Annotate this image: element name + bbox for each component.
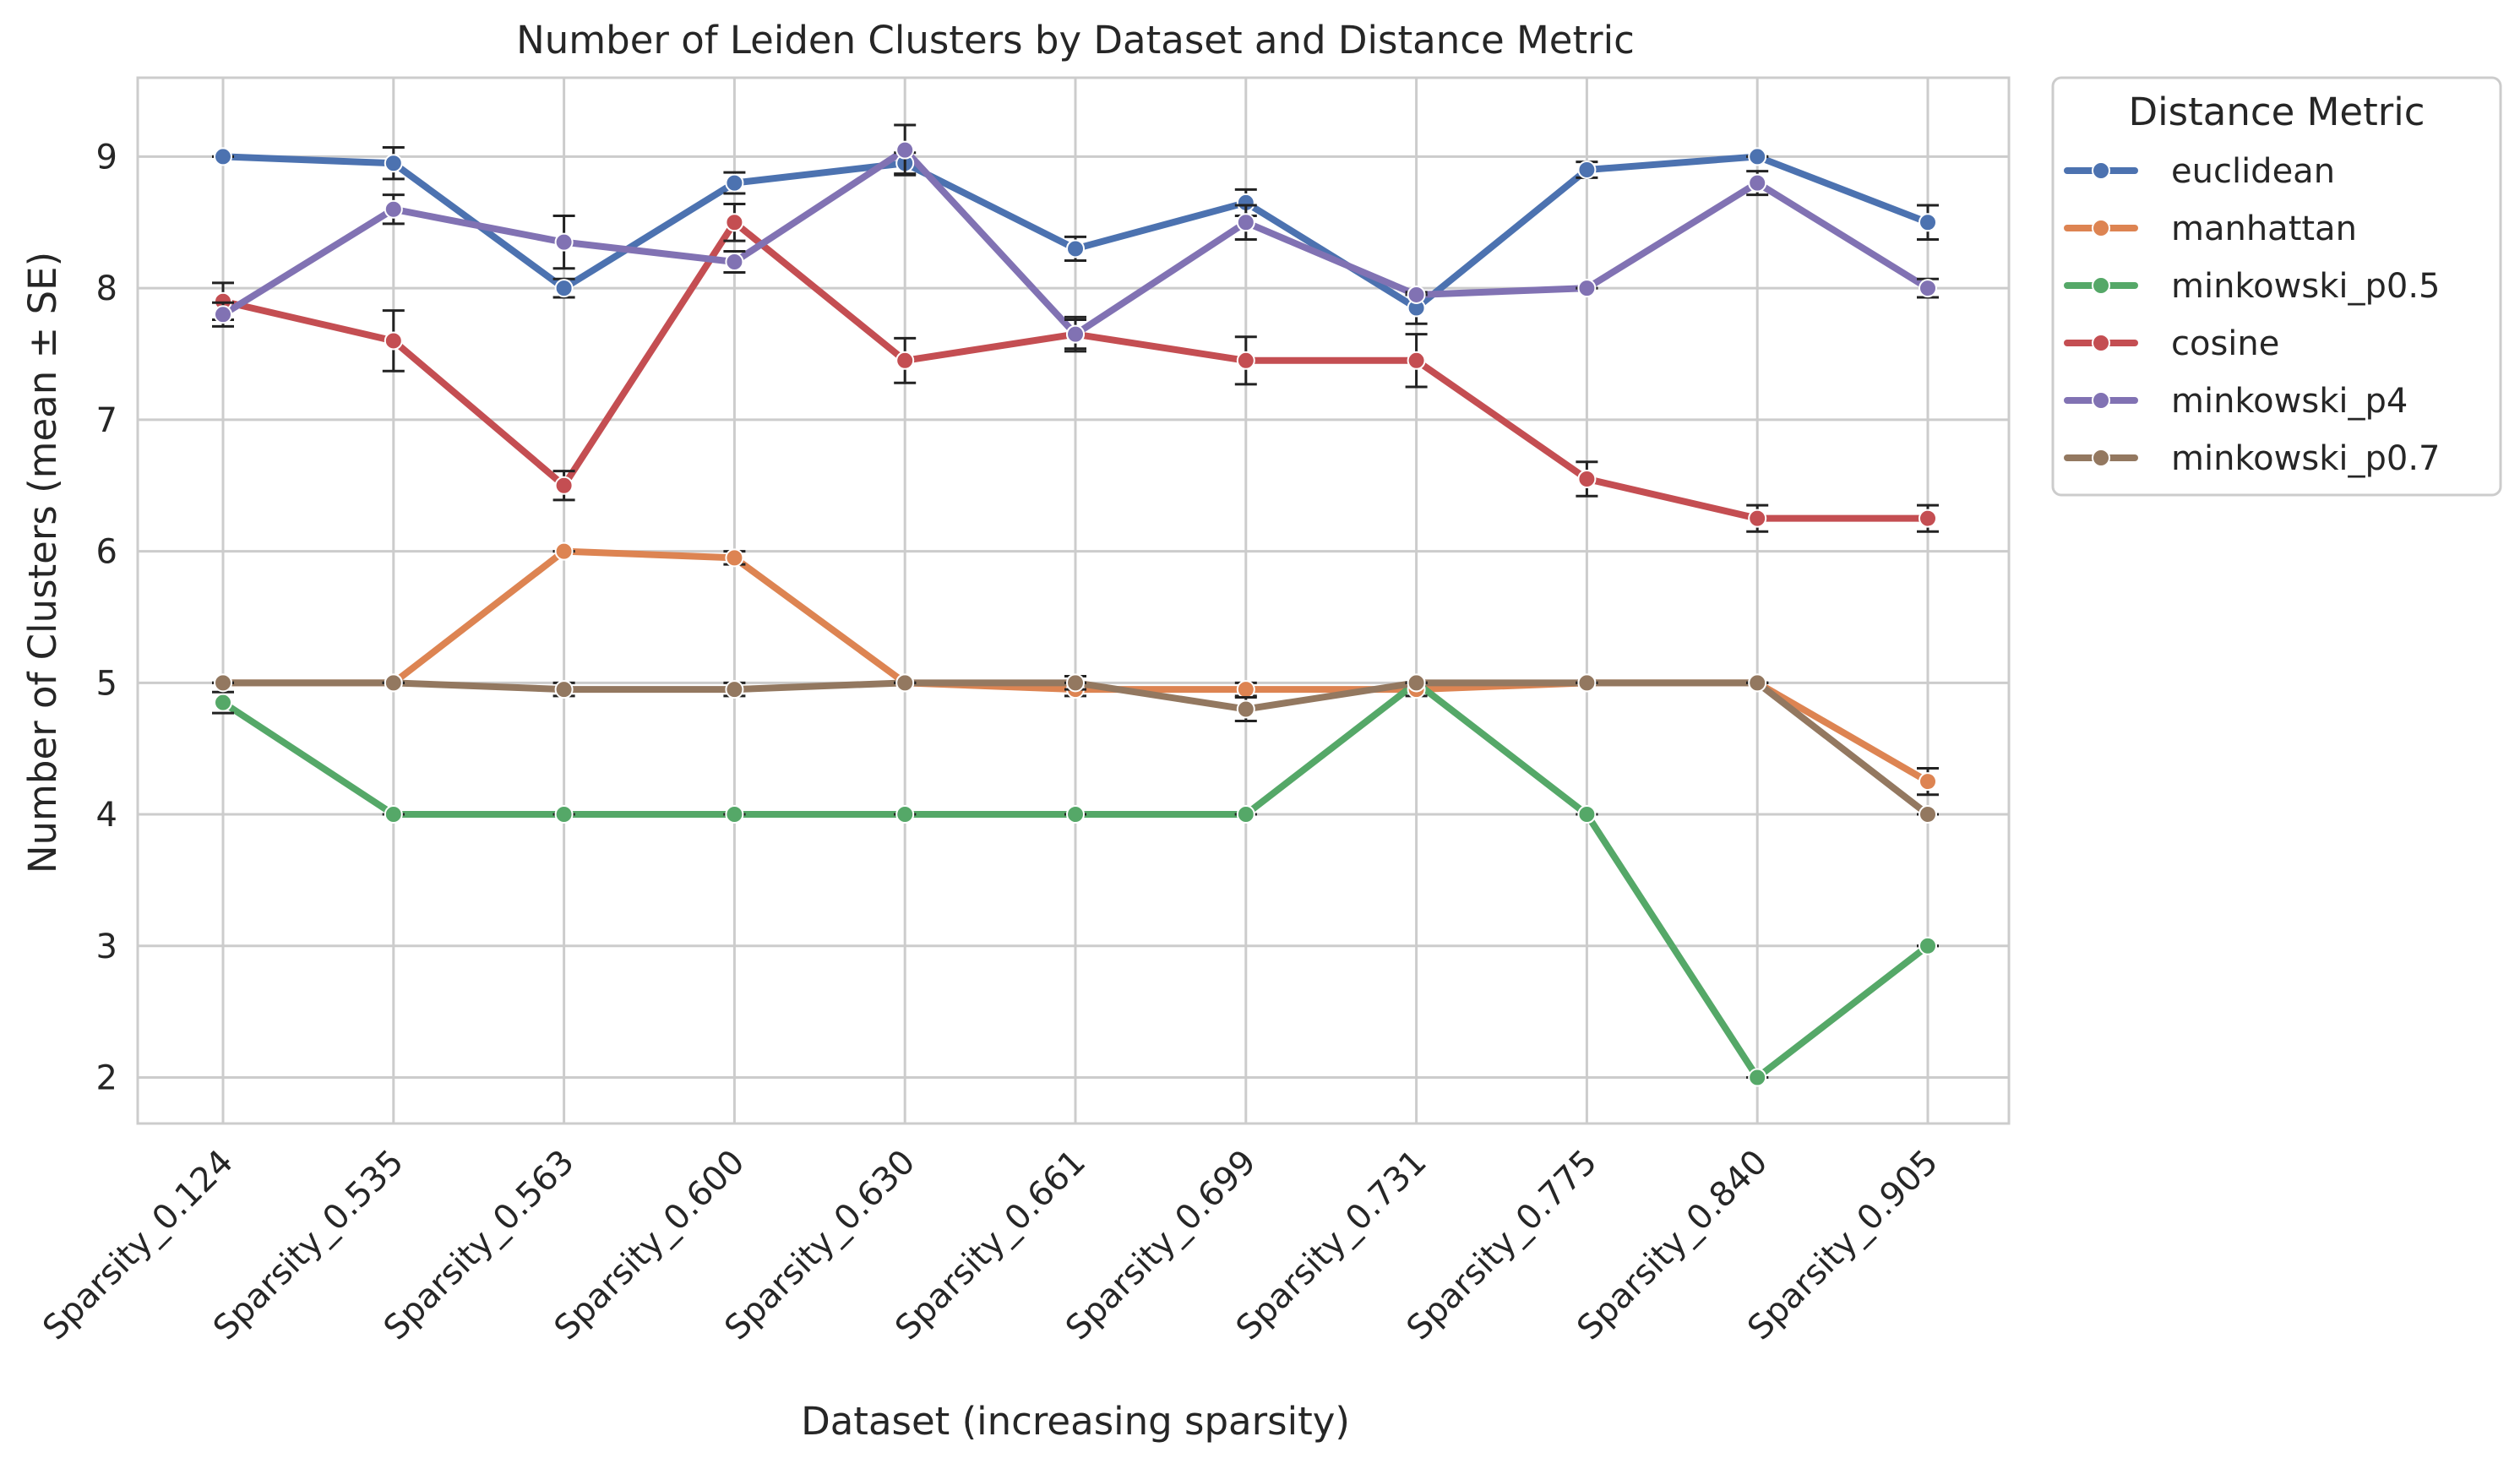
data-point [1066, 239, 1085, 258]
data-point [1066, 805, 1085, 824]
legend-title: Distance Metric [2129, 90, 2425, 134]
data-point [725, 680, 744, 699]
legend-label: minkowski_p0.5 [2171, 267, 2440, 306]
legend-item-manhattan: manhattan [2064, 209, 2357, 248]
data-point [384, 805, 403, 824]
legend-swatch-marker [2092, 219, 2110, 237]
data-point [725, 213, 744, 232]
data-point [1748, 509, 1767, 528]
data-point [1748, 173, 1767, 193]
legend-item-euclidean: euclidean [2064, 152, 2335, 191]
series-minkowski_p4-points [212, 123, 1939, 351]
series-cosine-points [212, 202, 1939, 533]
data-point [1577, 279, 1597, 298]
legend-label: euclidean [2171, 152, 2335, 191]
data-point [895, 140, 915, 160]
data-point [1748, 673, 1767, 693]
data-point [214, 147, 232, 166]
data-point [1236, 213, 1255, 232]
y-tick-labels: 2 3 4 5 6 7 8 9 [96, 138, 117, 1097]
data-point [384, 673, 403, 693]
data-point [1748, 147, 1767, 166]
y-tick-label: 9 [96, 138, 117, 177]
legend-item-cosine: cosine [2064, 324, 2279, 363]
y-axis-label: Number of Clusters (mean ± SE) [20, 252, 65, 873]
data-point [554, 476, 574, 495]
y-tick-label: 3 [96, 928, 117, 966]
data-point [384, 154, 403, 173]
legend-swatch-marker [2092, 334, 2110, 352]
legend-label: minkowski_p4 [2171, 382, 2408, 421]
data-point [895, 805, 915, 824]
legend-item-minkowski_p0.5: minkowski_p0.5 [2064, 267, 2440, 306]
data-point [1919, 279, 1937, 298]
x-axis-label: Dataset (increasing sparsity) [801, 1399, 1350, 1444]
data-point [384, 199, 403, 219]
grid [138, 78, 2009, 1124]
data-point [1919, 772, 1937, 792]
data-point [895, 351, 915, 370]
data-point [1407, 351, 1426, 370]
legend-label: cosine [2171, 324, 2279, 363]
data-point [1919, 509, 1937, 528]
data-point [214, 673, 232, 693]
data-point [1748, 1068, 1767, 1087]
data-point [725, 548, 744, 568]
series-layer [212, 123, 1939, 1087]
data-point [214, 693, 232, 712]
data-point [554, 279, 574, 298]
data-point [1236, 351, 1255, 370]
legend-swatch-marker [2092, 449, 2110, 467]
data-point [554, 232, 574, 252]
legend-swatch-marker [2092, 391, 2110, 410]
data-point [725, 253, 744, 272]
legend-swatch-marker [2092, 161, 2110, 180]
y-tick-label: 6 [96, 533, 117, 572]
legend: Distance Metric euclidean manhattan minkow… [2051, 76, 2502, 497]
data-point [554, 680, 574, 699]
legend-item-minkowski_p4: minkowski_p4 [2064, 382, 2408, 421]
data-point [725, 173, 744, 193]
x-tick-labels: Sparsity_0.124Sparsity_0.535Sparsity_0.5… [35, 1143, 1946, 1348]
y-tick-label: 4 [96, 796, 117, 835]
series-minkowski_p0.7-points [212, 673, 1939, 824]
data-point [1577, 805, 1597, 824]
data-point [1577, 673, 1597, 693]
data-point [1236, 805, 1255, 824]
data-point [1407, 285, 1426, 304]
plot-frame [136, 76, 2011, 1125]
legend-label: manhattan [2171, 209, 2357, 248]
data-point [1919, 805, 1937, 824]
y-tick-label: 8 [96, 269, 117, 308]
data-point [1577, 469, 1597, 488]
data-point [1919, 936, 1937, 955]
data-point [1236, 699, 1255, 719]
y-tick-label: 5 [96, 664, 117, 703]
legend-label: minkowski_p0.7 [2171, 439, 2440, 478]
data-point [1407, 673, 1426, 693]
data-point [1919, 213, 1937, 232]
chart-title: Number of Leiden Clusters by Dataset and… [516, 18, 1635, 63]
data-point [384, 331, 403, 351]
data-point [554, 541, 574, 561]
data-point [1066, 324, 1085, 344]
data-point [1236, 680, 1255, 699]
data-point [1577, 161, 1597, 180]
data-point [895, 673, 915, 693]
y-tick-label: 2 [96, 1058, 117, 1097]
data-point [725, 805, 744, 824]
y-tick-label: 7 [96, 401, 117, 440]
data-point [554, 805, 574, 824]
legend-item-minkowski_p0.7: minkowski_p0.7 [2064, 439, 2440, 478]
data-point [214, 305, 232, 324]
data-point [1066, 673, 1085, 693]
legend-swatch-marker [2092, 276, 2110, 295]
legend-box [2051, 76, 2502, 497]
